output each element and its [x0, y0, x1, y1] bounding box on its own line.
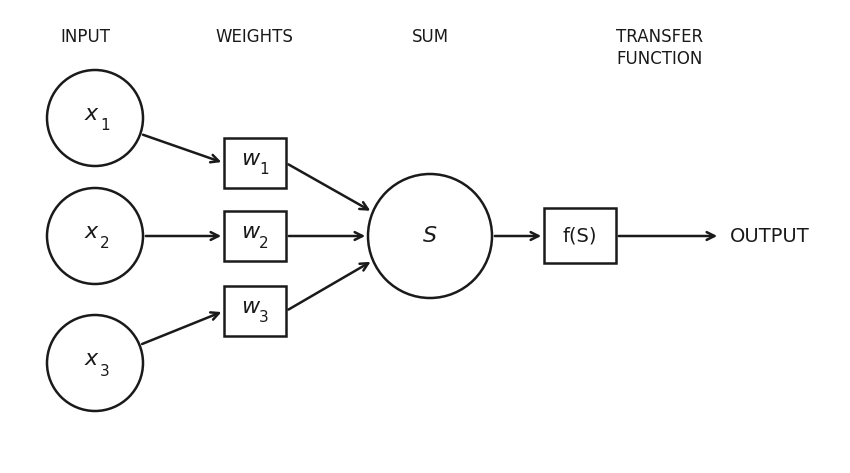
Text: OUTPUT: OUTPUT — [730, 227, 810, 245]
Text: w: w — [241, 222, 259, 242]
Text: SUM: SUM — [411, 28, 449, 46]
Text: 2: 2 — [259, 236, 269, 251]
Bar — [224, 286, 286, 336]
Text: INPUT: INPUT — [60, 28, 110, 46]
Text: w: w — [241, 297, 259, 317]
Text: w: w — [241, 149, 259, 169]
Text: f(S): f(S) — [563, 227, 598, 245]
Text: 3: 3 — [100, 363, 110, 378]
Bar — [224, 138, 286, 188]
Text: WEIGHTS: WEIGHTS — [215, 28, 293, 46]
Text: x: x — [84, 349, 98, 369]
Text: 1: 1 — [259, 163, 269, 177]
Text: 2: 2 — [100, 236, 110, 252]
Bar — [224, 211, 286, 261]
Text: 1: 1 — [100, 119, 110, 133]
Text: TRANSFER
FUNCTION: TRANSFER FUNCTION — [616, 28, 704, 68]
Text: 3: 3 — [259, 310, 269, 325]
Text: x: x — [84, 104, 98, 124]
Text: S: S — [423, 226, 437, 246]
Text: x: x — [84, 222, 98, 242]
Bar — [544, 209, 616, 263]
